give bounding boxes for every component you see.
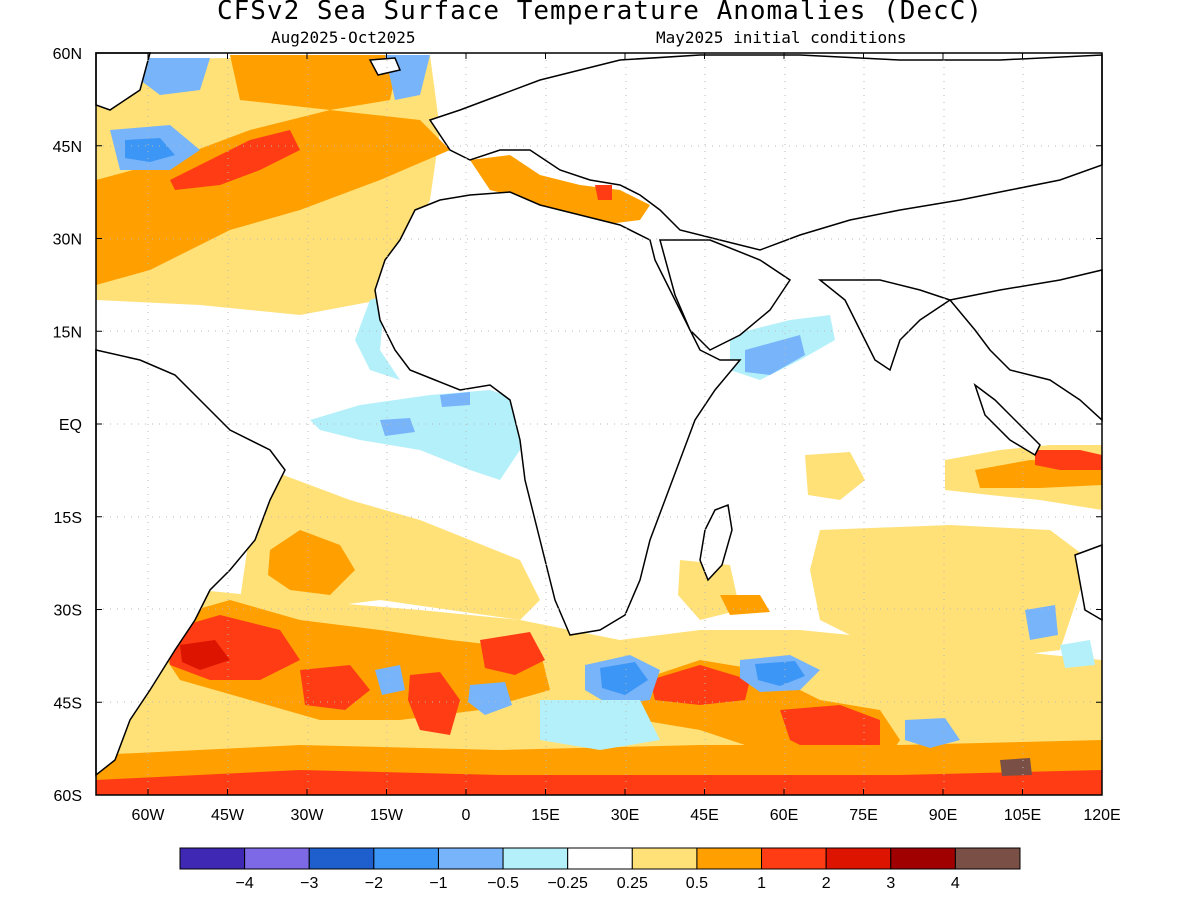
lat-tick-label: 60N (53, 46, 82, 63)
lon-tick-label: 60W (132, 807, 166, 824)
lon-tick-label: 30W (291, 807, 325, 824)
colorbar-swatch (437, 847, 504, 870)
lon-tick-label: 75E (849, 807, 877, 824)
anomaly-indonesia-red (1035, 450, 1102, 470)
colorbar-label: −1 (429, 875, 447, 892)
lon-tick-label: 120E (1083, 807, 1120, 824)
se-asia-land (948, 269, 1103, 422)
sumatra-land (973, 382, 1041, 457)
lon-tick-label: 15W (370, 807, 404, 824)
map-title: CFSv2 Sea Surface Temperature Anomalies … (216, 0, 984, 26)
africa-land (374, 191, 742, 636)
colorbar-label: 0.25 (617, 875, 648, 892)
colorbar-swatch (954, 847, 1021, 870)
colorbar-swatch (373, 847, 439, 870)
anomaly-cool-patch-5 (1025, 605, 1058, 640)
lon-tick-label: 45E (690, 807, 718, 824)
lon-tick-label: 0 (462, 807, 471, 824)
anomaly-spot-madagascar-e (678, 560, 740, 620)
colorbar-label: 4 (951, 875, 960, 892)
initial-conditions: May2025 initial conditions (656, 28, 907, 47)
europe-land (428, 54, 1103, 251)
anomaly-southern-red-c (300, 665, 370, 710)
south-america-land (95, 349, 286, 777)
anomaly-cool-patch-7 (905, 718, 960, 748)
anomaly-canary-light (355, 295, 400, 380)
colorbar-label: −4 (235, 875, 253, 892)
lat-tick-label: 45N (53, 139, 82, 156)
lon-tick-label: 60E (770, 807, 798, 824)
anomaly-southern-red-c3 (480, 632, 545, 675)
anomaly-southern-dkred-w (180, 640, 230, 670)
anomaly-arabian-blue (745, 335, 805, 375)
anomaly-cool-patch-8 (1060, 640, 1095, 668)
colorbar-swatch (179, 847, 246, 870)
anomaly-greenland-blue (140, 58, 210, 95)
anomaly-n-atlantic-orange-top (230, 55, 400, 110)
anomaly-deep-south-orange (96, 740, 1102, 780)
forecast-period: Aug2025-Oct2025 (271, 28, 416, 47)
anomaly-cool-patch-6 (540, 700, 660, 750)
anomaly-southern-red-c2 (408, 672, 460, 735)
colorbar-swatch (631, 847, 698, 870)
lon-tick-label: 90E (929, 807, 957, 824)
india-land (817, 279, 952, 372)
colorbar-swatch (308, 847, 375, 870)
arabia-land (659, 239, 792, 351)
colorbar-swatch (244, 847, 310, 870)
colorbar-swatch (761, 847, 827, 870)
anomaly-southern-yellow-se (810, 525, 1090, 660)
lat-lon-grid (96, 53, 1102, 795)
colorbar-label: 2 (822, 875, 831, 892)
colorbar-label: 1 (757, 875, 766, 892)
anomaly-south-atlantic-orange (268, 530, 355, 595)
anomaly-spot-s-indian (805, 452, 865, 500)
colorbar-swatch (502, 847, 569, 870)
anomaly-tropical-atlantic-blue (380, 418, 415, 436)
lat-tick-label: 30S (54, 603, 82, 620)
anomaly-tropical-atlantic-light (310, 390, 520, 480)
colorbar-swatch (696, 847, 763, 870)
lat-tick-label: 60S (54, 788, 82, 805)
colorbar-swatch (890, 847, 956, 870)
lat-tick-label: EQ (59, 417, 82, 434)
colorbar-label: 0.5 (686, 875, 708, 892)
anomaly-spot-s-indian-orange (720, 595, 770, 615)
colorbar-label: −0.25 (547, 875, 588, 892)
colorbar-label: 3 (886, 875, 895, 892)
madagascar-land (699, 503, 733, 582)
colorbar-label: −2 (365, 875, 383, 892)
anomaly-n-atlantic-orange (96, 110, 450, 285)
colorbar-swatch (825, 847, 892, 870)
axis-ticks: 60W 45W 30W 15W 0 15E 30E 45E 60E 75E 90E 105E 120E 6… (53, 46, 1121, 824)
colorbar-swatch (567, 847, 633, 870)
anomaly-cool-patch-3 (468, 682, 512, 715)
anomaly-cool-patch-4 (375, 665, 405, 695)
lon-tick-label: 15E (531, 807, 559, 824)
anomaly-aegean-red (595, 185, 612, 200)
anomaly-deep-south-brown (1000, 758, 1032, 776)
lon-tick-label: 45W (211, 807, 245, 824)
lon-tick-label: 105E (1004, 807, 1041, 824)
land-masses (95, 52, 1103, 777)
anomaly-field (96, 55, 1102, 795)
anomaly-mediterranean-orange (470, 155, 650, 225)
anomaly-guinea-blue (440, 392, 470, 407)
lat-tick-label: 15S (54, 510, 82, 527)
lon-tick-label: 30E (611, 807, 639, 824)
anomaly-southern-red-e (650, 665, 750, 705)
lat-tick-label: 30N (53, 232, 82, 249)
anomaly-cool-patch-1-dark (600, 662, 648, 695)
anomaly-n-atlantic-red (170, 130, 300, 190)
anomaly-cool-patch-2-dark (755, 661, 805, 686)
colorbar: −4 −3 −2 −1 −0.5 −0.25 0.25 0.5 1 2 3 4 (179, 847, 1021, 892)
colorbar-label: −3 (300, 875, 318, 892)
lat-tick-label: 15N (53, 324, 82, 341)
anomaly-labrador-blue-dark (125, 138, 175, 162)
lat-tick-label: 45S (54, 695, 82, 712)
colorbar-label: −0.5 (487, 875, 519, 892)
